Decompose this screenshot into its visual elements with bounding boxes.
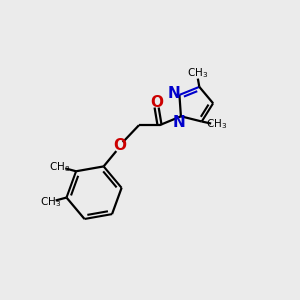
Text: CH$_3$: CH$_3$ [187,66,208,80]
Text: CH$_3$: CH$_3$ [206,118,227,131]
Text: N: N [167,86,180,101]
Text: O: O [113,138,126,153]
Text: CH$_3$: CH$_3$ [49,160,70,174]
Text: O: O [150,95,163,110]
Text: CH$_3$: CH$_3$ [40,195,61,209]
Text: N: N [172,115,185,130]
